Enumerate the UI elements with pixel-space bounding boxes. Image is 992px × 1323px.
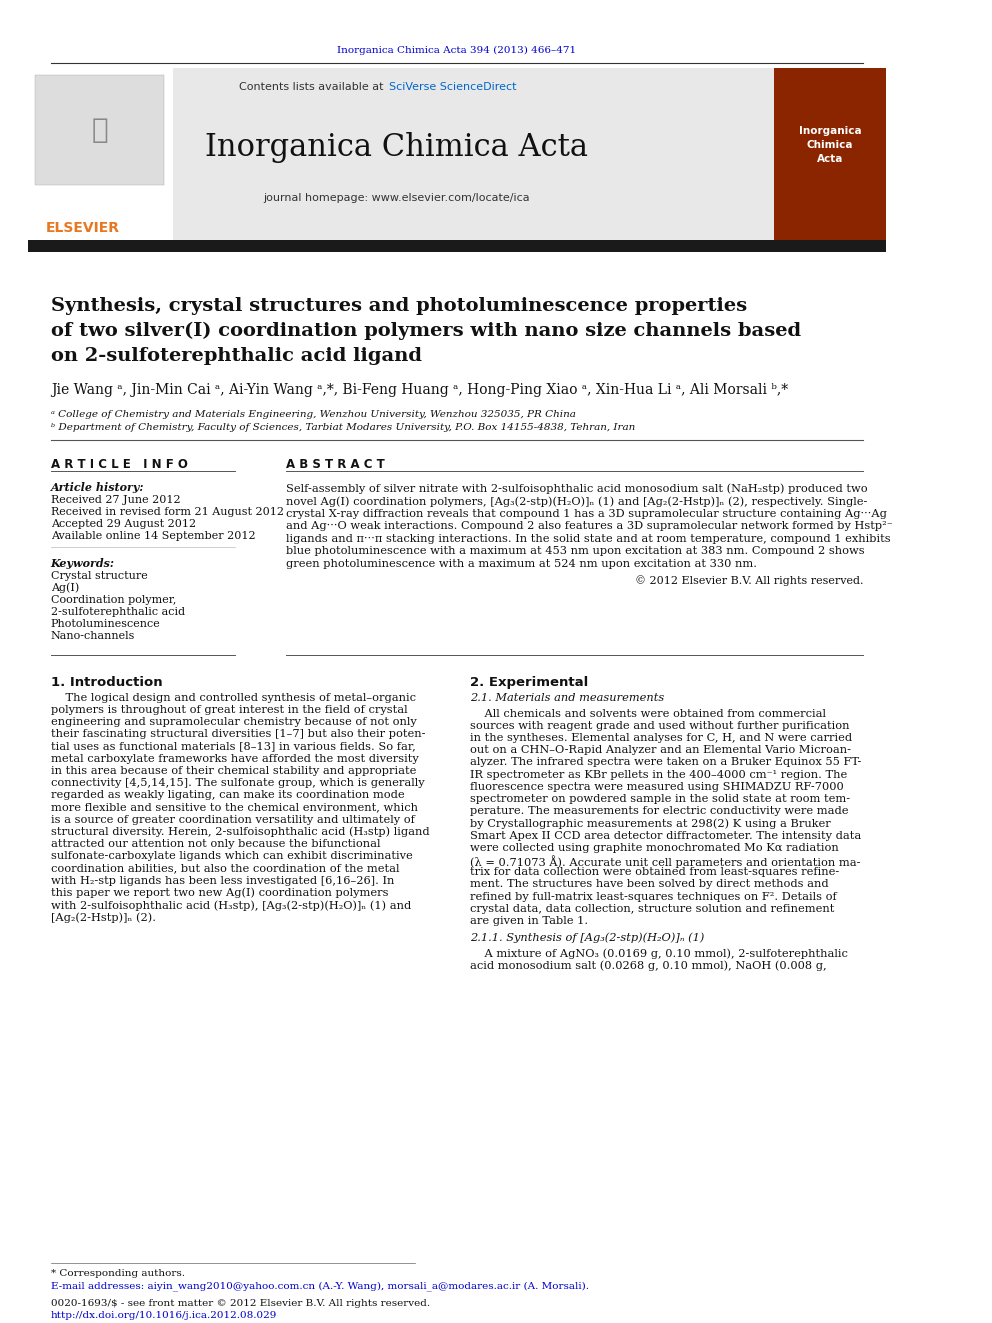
Text: ment. The structures have been solved by direct methods and: ment. The structures have been solved by… bbox=[470, 880, 828, 889]
Text: fluorescence spectra were measured using SHIMADZU RF-7000: fluorescence spectra were measured using… bbox=[470, 782, 843, 792]
Text: [Ag₂(2-Hstp)]ₙ (2).: [Ag₂(2-Hstp)]ₙ (2). bbox=[51, 913, 156, 923]
Text: this paper we report two new Ag(I) coordination polymers: this paper we report two new Ag(I) coord… bbox=[51, 888, 388, 898]
Text: connectivity [4,5,14,15]. The sulfonate group, which is generally: connectivity [4,5,14,15]. The sulfonate … bbox=[51, 778, 425, 789]
Text: coordination abilities, but also the coordination of the metal: coordination abilities, but also the coo… bbox=[51, 864, 399, 873]
Text: out on a CHN–O-Rapid Analyzer and an Elemental Vario Microan-: out on a CHN–O-Rapid Analyzer and an Ele… bbox=[470, 745, 851, 755]
Text: Jie Wang ᵃ, Jin-Min Cai ᵃ, Ai-Yin Wang ᵃ,*, Bi-Feng Huang ᵃ, Hong-Ping Xiao ᵃ, X: Jie Wang ᵃ, Jin-Min Cai ᵃ, Ai-Yin Wang ᵃ… bbox=[51, 382, 788, 397]
Text: E-mail addresses: aiyin_wang2010@yahoo.com.cn (A.-Y. Wang), morsali_a@modares.ac: E-mail addresses: aiyin_wang2010@yahoo.c… bbox=[51, 1282, 588, 1291]
Text: blue photoluminescence with a maximum at 453 nm upon excitation at 383 nm. Compo: blue photoluminescence with a maximum at… bbox=[286, 546, 864, 556]
Text: 0020-1693/$ - see front matter © 2012 Elsevier B.V. All rights reserved.: 0020-1693/$ - see front matter © 2012 El… bbox=[51, 1299, 430, 1308]
Text: are given in Table 1.: are given in Table 1. bbox=[470, 916, 588, 926]
Text: A B S T R A C T: A B S T R A C T bbox=[286, 458, 384, 471]
FancyBboxPatch shape bbox=[774, 67, 886, 242]
Text: spectrometer on powdered sample in the solid state at room tem-: spectrometer on powdered sample in the s… bbox=[470, 794, 850, 804]
Text: Crystal structure: Crystal structure bbox=[51, 570, 148, 581]
Text: perature. The measurements for electric conductivity were made: perature. The measurements for electric … bbox=[470, 806, 848, 816]
Text: Ag(I): Ag(I) bbox=[51, 582, 79, 593]
Text: SciVerse ScienceDirect: SciVerse ScienceDirect bbox=[389, 82, 516, 93]
Text: attracted our attention not only because the bifunctional: attracted our attention not only because… bbox=[51, 839, 380, 849]
Text: crystal data, data collection, structure solution and refinement: crystal data, data collection, structure… bbox=[470, 904, 834, 914]
Text: and Ag···O weak interactions. Compound 2 also features a 3D supramolecular netwo: and Ag···O weak interactions. Compound 2… bbox=[286, 521, 893, 532]
Text: structural diversity. Herein, 2-sulfoisophthalic acid (H₃stp) ligand: structural diversity. Herein, 2-sulfoiso… bbox=[51, 827, 430, 837]
FancyBboxPatch shape bbox=[28, 239, 886, 251]
Text: Contents lists available at: Contents lists available at bbox=[239, 82, 387, 93]
Text: with 2-sulfoisophthalic acid (H₃stp), [Ag₃(2-stp)(H₂O)]ₙ (1) and: with 2-sulfoisophthalic acid (H₃stp), [A… bbox=[51, 900, 411, 910]
Text: their fascinating structural diversities [1–7] but also their poten-: their fascinating structural diversities… bbox=[51, 729, 426, 740]
Text: Keywords:: Keywords: bbox=[51, 558, 115, 569]
FancyBboxPatch shape bbox=[28, 67, 174, 242]
Text: (λ = 0.71073 Å). Accurate unit cell parameters and orientation ma-: (λ = 0.71073 Å). Accurate unit cell para… bbox=[470, 855, 860, 868]
Text: acid monosodium salt (0.0268 g, 0.10 mmol), NaOH (0.008 g,: acid monosodium salt (0.0268 g, 0.10 mmo… bbox=[470, 960, 826, 971]
Text: 2-sulfoterephthalic acid: 2-sulfoterephthalic acid bbox=[51, 607, 185, 617]
Text: refined by full-matrix least-squares techniques on F². Details of: refined by full-matrix least-squares tec… bbox=[470, 892, 836, 902]
Text: Available online 14 September 2012: Available online 14 September 2012 bbox=[51, 531, 255, 541]
Text: alyzer. The infrared spectra were taken on a Bruker Equinox 55 FT-: alyzer. The infrared spectra were taken … bbox=[470, 758, 861, 767]
Text: is a source of greater coordination versatility and ultimately of: is a source of greater coordination vers… bbox=[51, 815, 415, 824]
Text: IR spectrometer as KBr pellets in the 400–4000 cm⁻¹ region. The: IR spectrometer as KBr pellets in the 40… bbox=[470, 770, 847, 779]
Text: sulfonate-carboxylate ligands which can exhibit discriminative: sulfonate-carboxylate ligands which can … bbox=[51, 851, 413, 861]
Text: green photoluminescence with a maximum at 524 nm upon excitation at 330 nm.: green photoluminescence with a maximum a… bbox=[286, 558, 757, 569]
Text: trix for data collection were obtained from least-squares refine-: trix for data collection were obtained f… bbox=[470, 868, 839, 877]
Text: with H₂-stp ligands has been less investigated [6,16–26]. In: with H₂-stp ligands has been less invest… bbox=[51, 876, 394, 885]
Text: All chemicals and solvents were obtained from commercial: All chemicals and solvents were obtained… bbox=[470, 709, 825, 718]
Text: ᵃ College of Chemistry and Materials Engineering, Wenzhou University, Wenzhou 32: ᵃ College of Chemistry and Materials Eng… bbox=[51, 410, 575, 419]
Text: 1. Introduction: 1. Introduction bbox=[51, 676, 163, 689]
Text: regarded as weakly ligating, can make its coordination mode: regarded as weakly ligating, can make it… bbox=[51, 790, 405, 800]
Text: polymers is throughout of great interest in the field of crystal: polymers is throughout of great interest… bbox=[51, 705, 408, 714]
Text: Received 27 June 2012: Received 27 June 2012 bbox=[51, 495, 181, 505]
Text: metal carboxylate frameworks have afforded the most diversity: metal carboxylate frameworks have afford… bbox=[51, 754, 419, 763]
Text: The logical design and controlled synthesis of metal–organic: The logical design and controlled synthe… bbox=[51, 693, 416, 703]
Text: journal homepage: www.elsevier.com/locate/ica: journal homepage: www.elsevier.com/locat… bbox=[263, 193, 530, 202]
Text: by Crystallographic measurements at 298(2) K using a Bruker: by Crystallographic measurements at 298(… bbox=[470, 819, 830, 830]
Text: Inorganica
Chimica
Acta: Inorganica Chimica Acta bbox=[799, 126, 861, 164]
Text: Smart Apex II CCD area detector diffractometer. The intensity data: Smart Apex II CCD area detector diffract… bbox=[470, 831, 861, 840]
Text: Nano-channels: Nano-channels bbox=[51, 631, 135, 640]
Text: Coordination polymer,: Coordination polymer, bbox=[51, 595, 176, 605]
Text: in this area because of their chemical stability and appropriate: in this area because of their chemical s… bbox=[51, 766, 416, 775]
Text: novel Ag(I) coordination polymers, [Ag₃(2-stp)(H₂O)]ₙ (1) and [Ag₂(2-Hstp)]ₙ (2): novel Ag(I) coordination polymers, [Ag₃(… bbox=[286, 496, 867, 507]
Text: crystal X-ray diffraction reveals that compound 1 has a 3D supramolecular struct: crystal X-ray diffraction reveals that c… bbox=[286, 509, 887, 519]
Text: 🌳: 🌳 bbox=[91, 116, 108, 144]
Text: ᵇ Department of Chemistry, Faculty of Sciences, Tarbiat Modares University, P.O.: ᵇ Department of Chemistry, Faculty of Sc… bbox=[51, 423, 635, 431]
Text: Photoluminescence: Photoluminescence bbox=[51, 619, 161, 628]
Text: more flexible and sensitive to the chemical environment, which: more flexible and sensitive to the chemi… bbox=[51, 803, 418, 812]
Text: sources with reagent grade and used without further purification: sources with reagent grade and used with… bbox=[470, 721, 849, 730]
Text: © 2012 Elsevier B.V. All rights reserved.: © 2012 Elsevier B.V. All rights reserved… bbox=[635, 576, 863, 586]
Text: ELSEVIER: ELSEVIER bbox=[46, 221, 120, 235]
FancyBboxPatch shape bbox=[35, 75, 164, 185]
Text: 2.1. Materials and measurements: 2.1. Materials and measurements bbox=[470, 693, 664, 703]
Text: were collected using graphite monochromated Mo Kα radiation: were collected using graphite monochroma… bbox=[470, 843, 838, 853]
Text: Article history:: Article history: bbox=[51, 482, 144, 492]
Text: 2.1.1. Synthesis of [Ag₃(2-stp)(H₂O)]ₙ (1): 2.1.1. Synthesis of [Ag₃(2-stp)(H₂O)]ₙ (… bbox=[470, 933, 704, 943]
Text: Inorganica Chimica Acta: Inorganica Chimica Acta bbox=[204, 132, 587, 164]
Text: 2. Experimental: 2. Experimental bbox=[470, 676, 588, 689]
Text: Inorganica Chimica Acta 394 (2013) 466–471: Inorganica Chimica Acta 394 (2013) 466–4… bbox=[337, 45, 576, 54]
Text: Synthesis, crystal structures and photoluminescence properties
of two silver(I) : Synthesis, crystal structures and photol… bbox=[51, 296, 801, 365]
Text: engineering and supramolecular chemistry because of not only: engineering and supramolecular chemistry… bbox=[51, 717, 417, 728]
Text: http://dx.doi.org/10.1016/j.ica.2012.08.029: http://dx.doi.org/10.1016/j.ica.2012.08.… bbox=[51, 1311, 277, 1320]
Text: Accepted 29 August 2012: Accepted 29 August 2012 bbox=[51, 519, 195, 529]
Text: A mixture of AgNO₃ (0.0169 g, 0.10 mmol), 2-sulfoterephthalic: A mixture of AgNO₃ (0.0169 g, 0.10 mmol)… bbox=[470, 949, 848, 959]
Text: tial uses as functional materials [8–13] in various fields. So far,: tial uses as functional materials [8–13]… bbox=[51, 741, 416, 751]
Text: in the syntheses. Elemental analyses for C, H, and N were carried: in the syntheses. Elemental analyses for… bbox=[470, 733, 852, 744]
FancyBboxPatch shape bbox=[28, 67, 886, 242]
Text: A R T I C L E   I N F O: A R T I C L E I N F O bbox=[51, 458, 187, 471]
Text: Received in revised form 21 August 2012: Received in revised form 21 August 2012 bbox=[51, 507, 284, 517]
Text: Self-assembly of silver nitrate with 2-sulfoisophthalic acid monosodium salt (Na: Self-assembly of silver nitrate with 2-s… bbox=[286, 484, 867, 495]
Text: * Corresponding authors.: * Corresponding authors. bbox=[51, 1270, 185, 1278]
Text: ligands and π···π stacking interactions. In the solid state and at room temperat: ligands and π···π stacking interactions.… bbox=[286, 533, 890, 544]
